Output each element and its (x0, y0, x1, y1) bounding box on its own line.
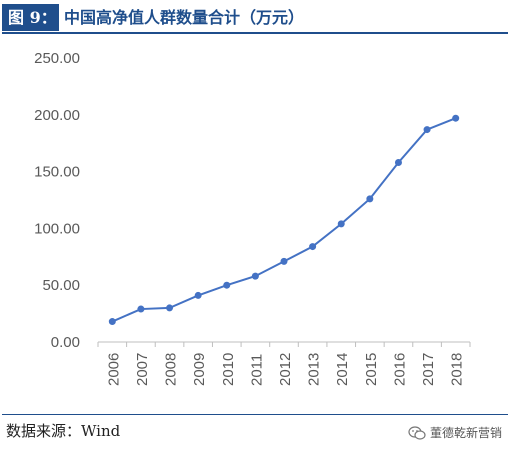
data-point (394, 159, 402, 167)
x-tick-label: 2011 (248, 354, 265, 386)
figure-tag: 图 9： (2, 4, 59, 31)
watermark-text: 董德乾新营销 (429, 426, 502, 440)
x-tick-label: 2008 (163, 353, 180, 386)
x-tick-label: 2017 (420, 353, 437, 386)
x-tick-label: 2018 (449, 353, 466, 386)
x-tick-label: 2015 (363, 353, 380, 386)
data-point (366, 195, 374, 203)
data-point (337, 220, 345, 228)
x-tick-label: 2013 (306, 353, 323, 386)
x-tick-label: 2014 (334, 353, 351, 386)
data-point (108, 318, 116, 326)
x-tick-label: 2007 (134, 353, 151, 386)
figure-title: 中国高净值人群数量合计（万元） (64, 8, 305, 27)
data-point (280, 257, 288, 265)
x-tick-label: 2009 (191, 353, 208, 386)
x-tick-label: 2006 (105, 353, 122, 386)
y-tick-label: 0.00 (51, 334, 80, 351)
y-tick-label: 100.00 (34, 220, 80, 237)
wechat-icon (408, 425, 426, 440)
header-divider (2, 32, 508, 34)
data-point (251, 272, 259, 280)
source-note: 数据来源：Wind (6, 422, 121, 440)
data-point (452, 114, 460, 122)
x-tick-label: 2010 (220, 353, 237, 386)
x-tick-label: 2012 (277, 353, 294, 386)
y-tick-label: 150.00 (34, 164, 80, 181)
data-point (166, 304, 174, 312)
y-tick-label: 250.00 (34, 50, 80, 67)
data-point (137, 305, 145, 313)
series-line (111, 117, 457, 323)
data-point (423, 126, 431, 134)
x-tick-label: 2016 (391, 353, 408, 386)
y-tick-label: 200.00 (34, 107, 80, 124)
y-tick-label: 50.00 (42, 277, 80, 294)
figure-header: 图 9： 中国高净值人群数量合计（万元） (0, 0, 514, 34)
footer-divider (2, 414, 508, 415)
data-point (309, 243, 317, 251)
watermark: 董德乾新营销 (408, 424, 502, 441)
line-chart: 0.00 50.00 100.00 150.00 200.00 250.00 2006 200… (34, 50, 471, 386)
data-point (194, 291, 202, 299)
data-point (223, 281, 231, 289)
